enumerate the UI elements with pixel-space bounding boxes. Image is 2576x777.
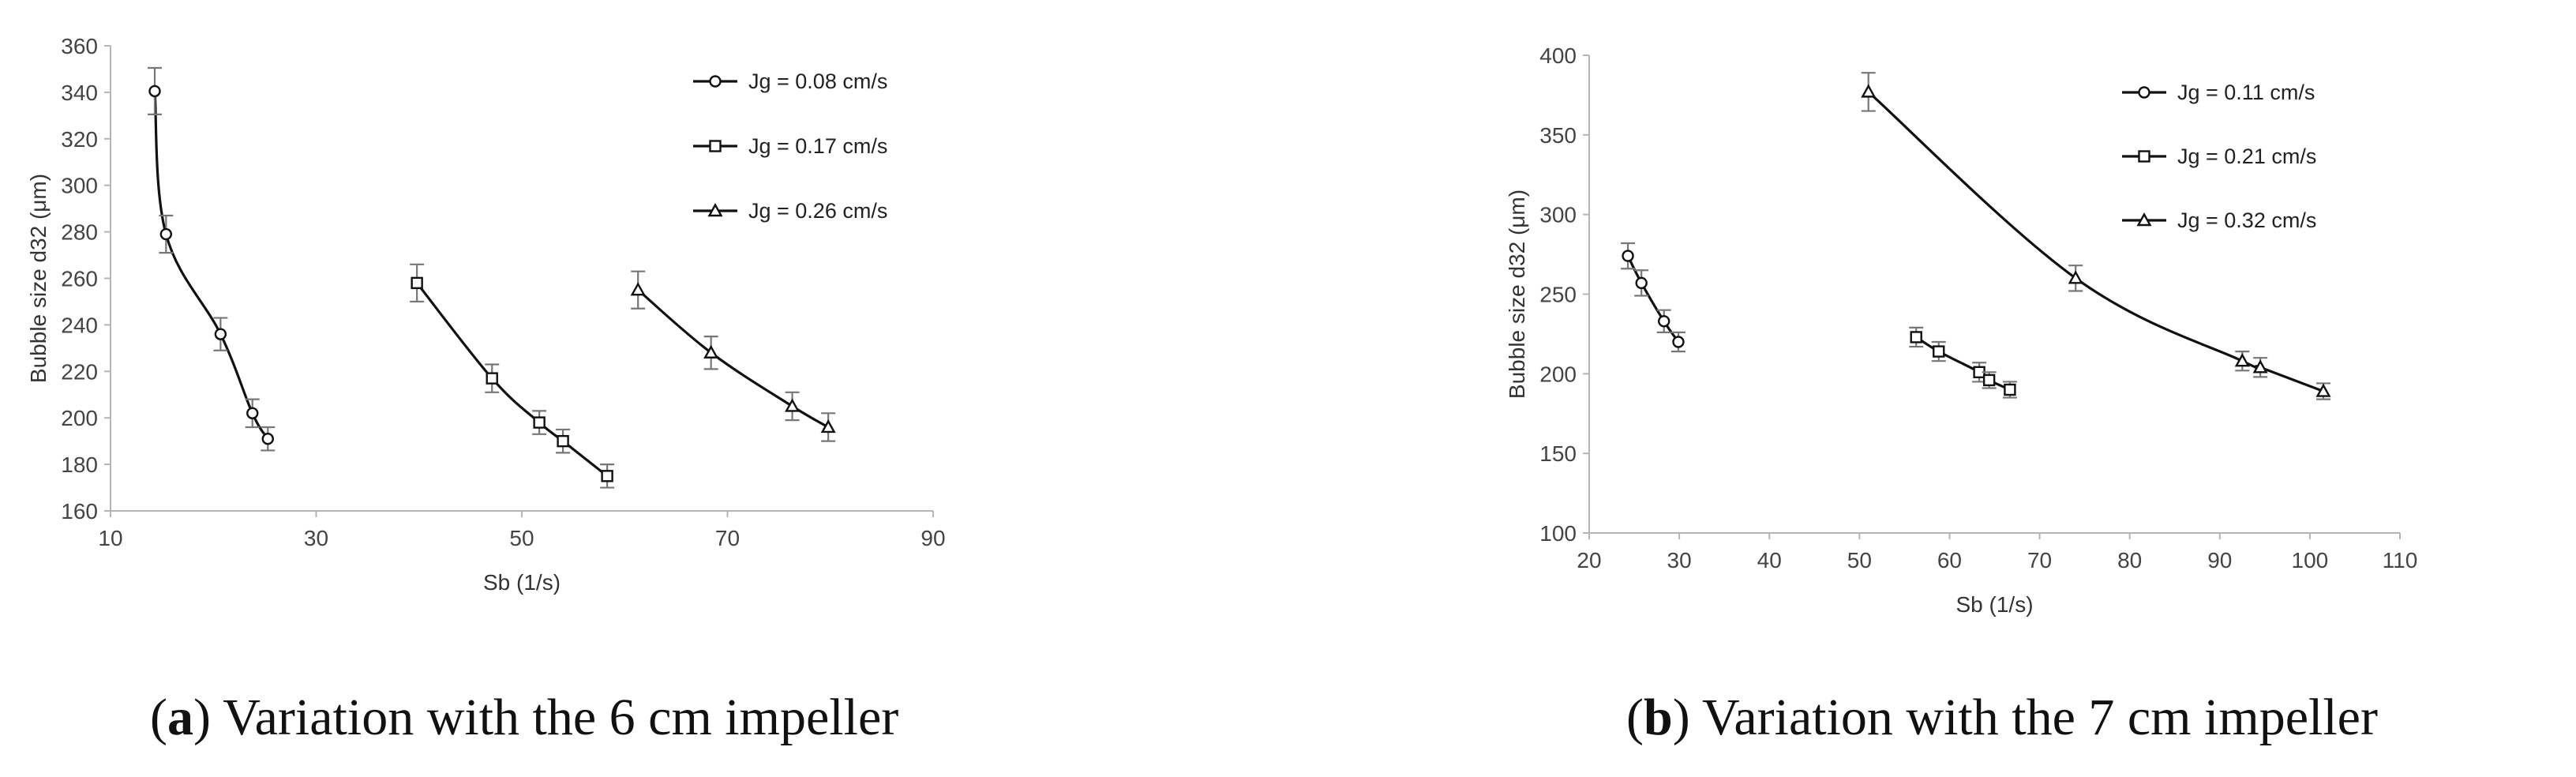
data-point-a-1-0 [411,276,423,290]
y-axis-title-a: Bubble size d32 (μm) [26,174,51,383]
legend-marker-a-2 [707,203,723,217]
x-tick-label-b-7: 90 [2207,548,2232,572]
data-point-a-1-4 [601,470,613,482]
data-point-a-2-2 [785,398,801,412]
series-line-a-2 [637,288,829,429]
legend-label-a-0: Jg = 0.08 cm/s [748,69,887,93]
caption-b-letter: b [1644,689,1673,746]
series-line-b-1 [1915,336,2011,391]
data-point-b-0-0 [1622,250,1634,262]
data-point-a-1-2 [533,416,546,429]
x-tick-label-a-1: 30 [304,526,328,550]
y-tick-label-b-0: 100 [1539,521,1577,546]
data-point-a-2-3 [820,419,836,434]
y-tick-label-b-5: 350 [1539,123,1577,148]
data-point-b-2-4 [2315,383,2331,397]
chart-b: (b) Variation with the 7 cm impeller 100… [1505,43,2417,746]
caption-b: (b) Variation with the 7 cm impeller [1626,689,2378,746]
data-point-a-1-3 [557,434,569,448]
y-tick-label-a-5: 260 [61,267,98,291]
x-tick-label-b-4: 60 [1937,548,1962,572]
x-tick-label-b-5: 70 [2027,548,2052,572]
y-tick-label-a-4: 240 [61,313,98,337]
data-point-b-1-1 [1933,345,1945,358]
y-tick-label-b-4: 300 [1539,203,1577,227]
data-point-b-2-2 [2234,353,2250,367]
legend-label-b-0: Jg = 0.11 cm/s [2177,81,2315,104]
data-point-a-0-4 [261,433,274,445]
legend-marker-b-0 [2138,86,2150,99]
legend-label-b-1: Jg = 0.21 cm/s [2177,145,2316,168]
data-point-a-0-3 [246,407,259,420]
legend-marker-a-0 [709,75,722,88]
data-point-b-1-0 [1910,331,1922,343]
caption-b-text: Variation with the 7 cm impeller [1702,689,2378,746]
y-tick-label-a-3: 220 [61,359,98,384]
legend-marker-b-2 [2136,212,2152,227]
caption-a-text: Variation with the 6 cm impeller [223,689,898,746]
series-line-b-0 [1626,255,1680,343]
chart-a: (a) Variation with the 6 cm impeller 160… [26,34,946,746]
x-tick-label-b-0: 20 [1577,548,1601,572]
data-point-b-0-2 [1658,315,1670,328]
y-tick-label-b-3: 250 [1539,283,1577,307]
legend-marker-b-1 [2138,150,2150,163]
data-point-b-1-4 [2004,383,2016,396]
data-point-b-2-1 [2068,270,2083,284]
x-tick-label-b-9: 110 [2383,548,2418,572]
data-point-a-0-0 [148,84,161,98]
legend-label-b-2: Jg = 0.32 cm/s [2177,208,2316,232]
legend-marker-a-1 [709,140,722,152]
x-tick-label-a-0: 10 [98,526,122,550]
y-axis-title-b: Bubble size d32 (μm) [1505,190,1529,399]
x-tick-label-a-2: 50 [509,526,534,550]
x-tick-label-b-1: 30 [1667,548,1692,572]
x-axis-title-b: Sb (1/s) [1955,592,2033,617]
x-tick-label-a-4: 90 [921,526,945,550]
data-point-a-0-2 [214,328,227,340]
data-point-a-2-0 [630,282,646,296]
y-tick-label-a-6: 280 [61,220,98,245]
data-point-b-0-3 [1672,336,1685,348]
data-point-a-1-1 [486,372,498,385]
data-point-b-2-3 [2252,359,2268,373]
x-tick-label-b-8: 100 [2292,548,2329,572]
x-tick-label-b-3: 50 [1847,548,1872,572]
y-tick-label-a-8: 320 [61,127,98,152]
y-tick-label-a-7: 300 [61,174,98,198]
y-tick-label-a-10: 360 [61,34,98,58]
legend-label-a-2: Jg = 0.26 cm/s [748,199,887,223]
y-tick-label-b-1: 150 [1539,441,1577,466]
series-line-a-0 [153,91,269,440]
series-line-a-1 [415,282,609,478]
y-tick-label-a-0: 160 [61,499,98,524]
x-tick-label-b-6: 80 [2117,548,2142,572]
data-point-b-1-3 [1982,373,1996,387]
y-tick-label-a-2: 200 [61,406,98,430]
x-tick-label-b-2: 40 [1757,548,1782,572]
y-tick-label-a-9: 340 [61,81,98,105]
data-point-a-0-1 [159,227,173,241]
legend-label-a-1: Jg = 0.17 cm/s [748,134,887,158]
caption-a: (a) Variation with the 6 cm impeller [150,689,898,746]
x-tick-label-a-3: 70 [715,526,740,550]
data-point-b-2-0 [1861,84,1877,98]
y-tick-label-a-1: 180 [61,452,98,477]
data-point-b-0-1 [1635,276,1648,290]
x-axis-title-a: Sb (1/s) [483,570,561,595]
caption-a-letter: a [167,689,193,746]
y-tick-label-b-6: 400 [1539,43,1577,68]
y-tick-label-b-2: 200 [1539,362,1577,386]
data-point-a-2-1 [703,344,719,358]
